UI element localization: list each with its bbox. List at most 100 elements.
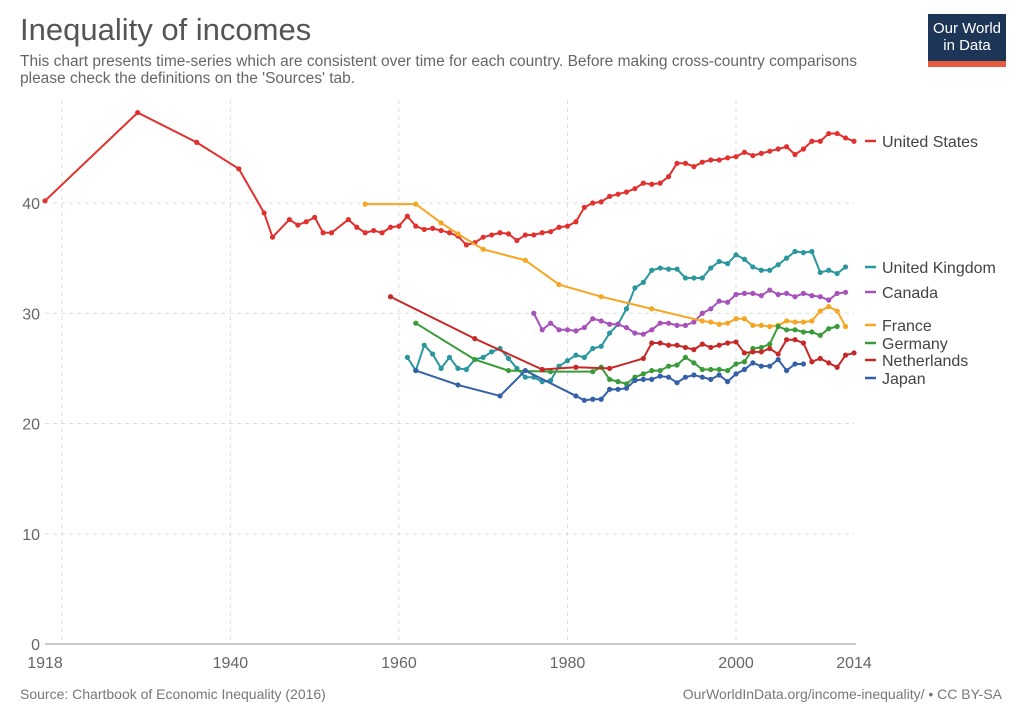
data-point bbox=[809, 329, 815, 335]
legend-label[interactable]: Japan bbox=[882, 371, 926, 388]
data-point bbox=[649, 367, 655, 374]
data-point bbox=[573, 352, 579, 358]
data-point bbox=[775, 262, 781, 268]
data-point bbox=[623, 189, 630, 195]
x-tick-label: 1960 bbox=[381, 655, 417, 672]
data-point bbox=[522, 232, 528, 238]
data-point bbox=[666, 173, 672, 180]
legend-label[interactable]: Germany bbox=[882, 336, 948, 353]
data-point bbox=[674, 380, 680, 386]
data-point bbox=[455, 365, 461, 371]
data-point bbox=[421, 226, 427, 233]
data-point bbox=[834, 270, 840, 277]
y-tick-label: 30 bbox=[22, 306, 40, 323]
data-point bbox=[345, 216, 351, 223]
data-point bbox=[430, 351, 436, 357]
data-point bbox=[269, 234, 276, 240]
legend-label[interactable]: Canada bbox=[882, 285, 938, 302]
legend-label[interactable]: United States bbox=[882, 134, 978, 151]
data-point bbox=[556, 327, 562, 333]
data-point bbox=[623, 306, 630, 312]
data-point bbox=[480, 234, 486, 240]
data-point bbox=[598, 199, 604, 205]
data-point bbox=[741, 366, 748, 373]
data-point bbox=[817, 332, 823, 338]
data-point bbox=[767, 363, 773, 369]
data-point bbox=[691, 275, 697, 281]
data-point bbox=[767, 345, 773, 352]
data-point bbox=[792, 151, 798, 158]
data-point bbox=[522, 367, 528, 374]
data-point bbox=[842, 264, 849, 270]
data-point bbox=[842, 289, 849, 295]
x-tick-label: 2014 bbox=[836, 655, 872, 672]
legend-label[interactable]: Netherlands bbox=[882, 353, 968, 370]
x-tick-label: 1940 bbox=[213, 655, 249, 672]
data-point bbox=[548, 369, 554, 375]
data-point bbox=[657, 180, 663, 186]
data-point bbox=[834, 290, 840, 297]
data-point bbox=[699, 374, 705, 380]
data-point bbox=[699, 310, 705, 316]
data-point bbox=[657, 373, 663, 379]
series-line-germany bbox=[415, 322, 838, 385]
data-point bbox=[817, 269, 823, 276]
data-point bbox=[708, 319, 714, 325]
data-point bbox=[303, 219, 309, 225]
data-point bbox=[834, 323, 840, 330]
owid-logo[interactable]: Our World in Data bbox=[928, 14, 1006, 67]
data-point bbox=[623, 385, 630, 391]
data-point bbox=[783, 144, 790, 150]
data-point bbox=[758, 267, 764, 273]
data-point bbox=[817, 294, 823, 300]
data-point bbox=[724, 367, 731, 374]
data-point bbox=[750, 349, 756, 355]
source-note[interactable]: Source: Chartbook of Economic Inequality… bbox=[20, 686, 326, 702]
data-point bbox=[708, 366, 714, 373]
data-point bbox=[800, 340, 807, 346]
license-link[interactable]: OurWorldInData.org/income-inequality/ • … bbox=[682, 686, 1002, 702]
data-point bbox=[792, 248, 798, 255]
data-point bbox=[446, 354, 453, 360]
data-point bbox=[387, 294, 394, 300]
data-point bbox=[371, 227, 377, 234]
data-point bbox=[522, 374, 528, 380]
data-point bbox=[607, 365, 613, 371]
data-point bbox=[590, 396, 596, 402]
data-point bbox=[362, 201, 368, 207]
data-point bbox=[649, 181, 655, 187]
data-point bbox=[556, 224, 562, 230]
data-point bbox=[286, 216, 292, 223]
legend-label[interactable]: United Kingdom bbox=[882, 260, 996, 277]
data-point bbox=[750, 290, 756, 297]
data-point bbox=[826, 360, 832, 366]
data-point bbox=[792, 327, 798, 333]
data-point bbox=[497, 393, 503, 399]
data-point bbox=[295, 222, 301, 228]
data-point bbox=[775, 291, 781, 298]
data-point bbox=[649, 340, 655, 346]
data-point bbox=[396, 223, 402, 229]
data-point bbox=[775, 146, 781, 152]
data-point bbox=[733, 252, 739, 258]
data-point bbox=[758, 150, 764, 156]
data-point bbox=[531, 232, 537, 238]
y-tick-label: 20 bbox=[22, 417, 40, 434]
series-line-netherlands bbox=[390, 295, 855, 371]
data-point bbox=[666, 320, 672, 326]
legend-label[interactable]: France bbox=[882, 318, 932, 335]
data-point bbox=[615, 379, 621, 385]
data-point bbox=[834, 130, 840, 137]
data-point bbox=[581, 324, 587, 331]
data-point bbox=[783, 318, 790, 324]
data-point bbox=[682, 344, 689, 351]
data-point bbox=[767, 148, 773, 154]
y-tick-label: 0 bbox=[31, 637, 40, 654]
chart-title: Inequality of incomes bbox=[20, 12, 312, 47]
data-point bbox=[733, 316, 739, 322]
series-line-france bbox=[365, 203, 847, 328]
data-point bbox=[640, 371, 646, 377]
data-point bbox=[708, 376, 714, 382]
data-point bbox=[842, 323, 849, 330]
